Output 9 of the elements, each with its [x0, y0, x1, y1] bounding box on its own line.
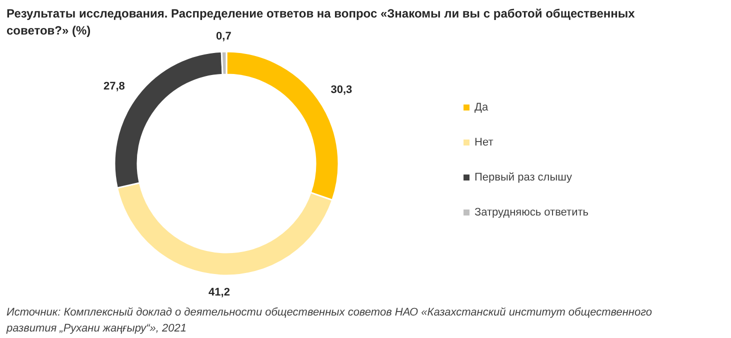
- data-label: 27,8: [103, 80, 125, 93]
- legend-label: Затрудняюсь ответить: [474, 206, 589, 218]
- legend-label: Нет: [474, 136, 494, 148]
- data-label: 30,3: [330, 84, 352, 96]
- data-label: 0,7: [216, 30, 232, 43]
- legend-label: Да: [474, 102, 489, 114]
- text: Источник: Комплексный доклад о деятельности общественных советов НАО «Казахстанский институт общественного развития „Рухани жаңғыру“», 2021: [6, 306, 652, 334]
- data-label: 41,2: [208, 286, 230, 298]
- legend-label: Первый раз слышу: [474, 172, 572, 184]
